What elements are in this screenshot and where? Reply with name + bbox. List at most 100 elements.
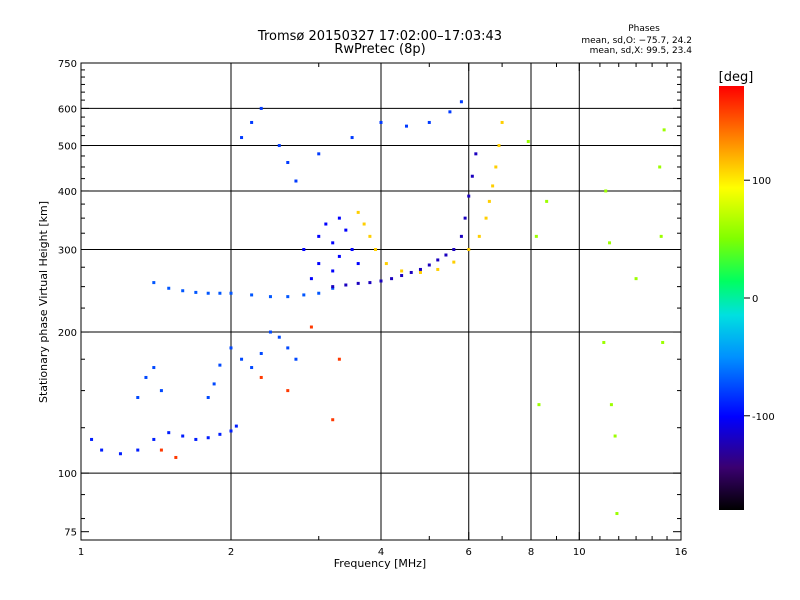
data-point: [152, 281, 156, 285]
data-point: [487, 199, 491, 203]
data-point: [448, 110, 452, 114]
y-axis-ticks: 75 100 200 300 400 500 600 750: [58, 59, 681, 539]
x-tick-label: 16: [675, 547, 688, 558]
data-point: [181, 434, 185, 438]
data-point: [400, 274, 404, 278]
data-point: [268, 295, 272, 299]
y-tick-label: 500: [58, 142, 77, 153]
data-point: [229, 291, 233, 295]
colorbar: [719, 86, 744, 510]
colorbar-tick-label: 0: [752, 294, 758, 305]
data-point: [136, 448, 140, 452]
data-point: [159, 389, 163, 393]
data-point: [259, 351, 263, 355]
data-point: [331, 241, 335, 245]
data-point: [337, 357, 341, 361]
data-point: [379, 120, 383, 124]
data-point: [277, 335, 281, 339]
data-point: [444, 253, 448, 257]
data-point: [240, 357, 244, 361]
data-point: [537, 403, 541, 407]
data-point: [317, 234, 321, 238]
data-point: [331, 286, 335, 290]
data-point: [384, 262, 388, 266]
data-point: [350, 248, 354, 252]
data-point: [484, 216, 488, 220]
y-axis-label: Stationary phase Virtual Height [km]: [37, 201, 50, 403]
data-point: [250, 120, 254, 124]
data-point: [218, 432, 222, 436]
data-point: [615, 512, 619, 516]
data-points: [90, 100, 666, 516]
data-point: [659, 234, 663, 238]
data-point: [534, 234, 538, 238]
data-point: [286, 389, 290, 393]
data-point: [404, 124, 408, 128]
data-point: [418, 267, 422, 271]
data-point: [268, 330, 272, 334]
data-point: [286, 295, 290, 299]
colorbar-label: [deg]: [719, 70, 754, 85]
data-point: [463, 216, 467, 220]
data-point: [331, 269, 335, 273]
data-point: [218, 363, 222, 367]
data-point: [379, 279, 383, 283]
data-point: [206, 291, 210, 295]
data-point: [174, 455, 178, 459]
data-point: [362, 222, 366, 226]
y-tick-label: 750: [58, 59, 77, 70]
data-point: [661, 340, 665, 344]
data-point: [459, 100, 463, 104]
data-point: [374, 248, 378, 252]
data-point: [427, 263, 431, 267]
data-point: [240, 136, 244, 140]
data-point: [286, 161, 290, 165]
data-point: [229, 346, 233, 350]
data-point: [602, 340, 606, 344]
data-point: [608, 241, 612, 245]
data-point: [350, 136, 354, 140]
data-point: [250, 366, 254, 370]
data-point: [194, 290, 198, 294]
data-point: [609, 403, 613, 407]
data-point: [331, 285, 335, 289]
grid-lines: [81, 63, 681, 540]
data-point: [500, 120, 504, 124]
x-tick-label: 2: [228, 547, 234, 558]
data-point: [467, 194, 471, 198]
phases-line-x: mean, sd,X: 99.5, 23.4: [590, 46, 693, 56]
data-point: [218, 291, 222, 295]
data-point: [604, 189, 608, 193]
data-point: [356, 210, 360, 214]
data-point: [427, 120, 431, 124]
data-point: [390, 277, 394, 281]
data-point: [294, 357, 298, 361]
y-tick-label: 200: [58, 328, 77, 339]
x-tick-label: 1: [78, 547, 84, 558]
data-point: [497, 144, 501, 148]
chart-subtitle: RwPretec (8p): [334, 42, 425, 57]
x-axis-ticks: 1 2 4 6 8 10 16: [78, 63, 688, 558]
data-point: [317, 262, 321, 266]
data-point: [459, 234, 463, 238]
data-point: [368, 281, 372, 285]
data-point: [662, 128, 666, 132]
data-point: [286, 346, 290, 350]
y-tick-label: 600: [58, 104, 77, 115]
data-point: [526, 140, 530, 144]
data-point: [400, 269, 404, 273]
data-point: [477, 234, 481, 238]
data-point: [452, 260, 456, 264]
x-tick-label: 6: [466, 547, 472, 558]
colorbar-ticks: 100 0 -100: [744, 176, 775, 423]
data-point: [250, 293, 254, 297]
data-point: [436, 267, 440, 271]
data-point: [337, 216, 341, 220]
data-point: [194, 437, 198, 441]
data-point: [229, 429, 233, 433]
data-point: [302, 293, 306, 297]
x-tick-label: 10: [573, 547, 586, 558]
phases-heading: Phases: [628, 24, 660, 34]
phases-line-o: mean, sd,O: −75.7, 24.2: [581, 36, 692, 46]
